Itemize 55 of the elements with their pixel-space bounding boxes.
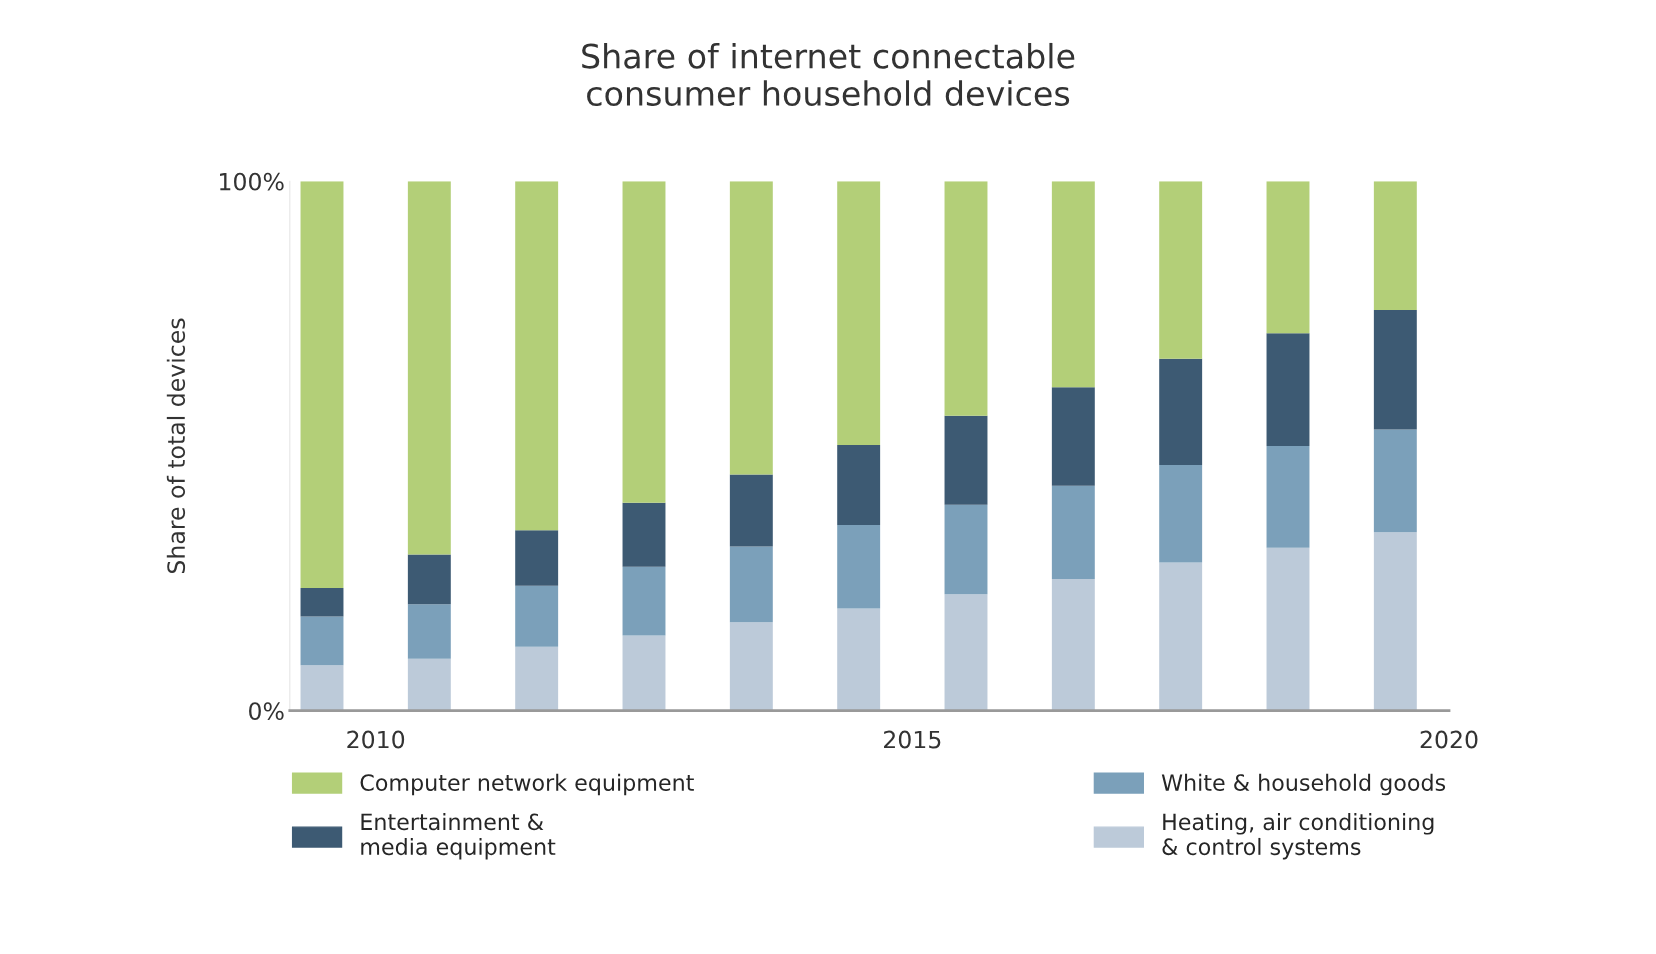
bar <box>407 554 451 605</box>
bar <box>1373 429 1417 533</box>
bar <box>1159 562 1203 711</box>
bar <box>1266 181 1310 334</box>
bar <box>407 604 451 659</box>
bar <box>837 444 881 525</box>
bar <box>407 181 451 555</box>
bar <box>1051 578 1095 711</box>
bar <box>515 585 559 647</box>
bar <box>515 646 559 711</box>
x-tick-label: 2010 <box>347 730 405 749</box>
bar <box>1266 547 1310 711</box>
x-tick-label: 2020 <box>1420 730 1478 749</box>
bar <box>622 181 666 503</box>
y-axis-title: Share of total devices <box>166 318 186 574</box>
bar <box>944 594 988 711</box>
bar <box>944 181 988 416</box>
bar <box>300 665 344 711</box>
bar <box>300 616 344 666</box>
bar <box>1051 181 1095 388</box>
bar <box>837 181 881 445</box>
bar <box>515 530 559 586</box>
bar <box>1051 387 1095 486</box>
bar <box>1266 333 1310 446</box>
bar <box>622 635 666 711</box>
bar <box>837 524 881 609</box>
chart-title: Share of internet connectable consumer household devices <box>582 42 1075 107</box>
bar <box>300 587 344 617</box>
bar <box>1266 445 1310 548</box>
x-tick-label: 2015 <box>884 730 941 749</box>
bar <box>1159 465 1203 563</box>
bar <box>515 181 559 531</box>
legend-label: Entertainment & media equipment <box>361 813 556 860</box>
bar <box>1159 358 1203 466</box>
y-tick-label: 0% <box>249 702 284 721</box>
bar <box>1373 181 1417 310</box>
bar <box>1373 309 1417 430</box>
bar <box>944 415 988 505</box>
bar <box>729 622 773 711</box>
bar <box>407 658 451 711</box>
y-tick-label: 100% <box>220 172 284 191</box>
bar <box>729 546 773 623</box>
bar <box>622 566 666 636</box>
legend-label: Computer network equipment <box>360 773 694 796</box>
bar <box>300 181 344 588</box>
legend-label: Heating, air conditioning & control systems <box>1162 813 1434 860</box>
bar <box>837 608 881 711</box>
bar <box>1159 181 1203 359</box>
bar <box>729 181 773 475</box>
bar <box>1051 485 1095 579</box>
bar <box>1373 532 1417 711</box>
bar <box>622 502 666 567</box>
bar <box>944 504 988 595</box>
legend-label: White & household goods <box>1161 773 1446 796</box>
bar <box>729 474 773 547</box>
